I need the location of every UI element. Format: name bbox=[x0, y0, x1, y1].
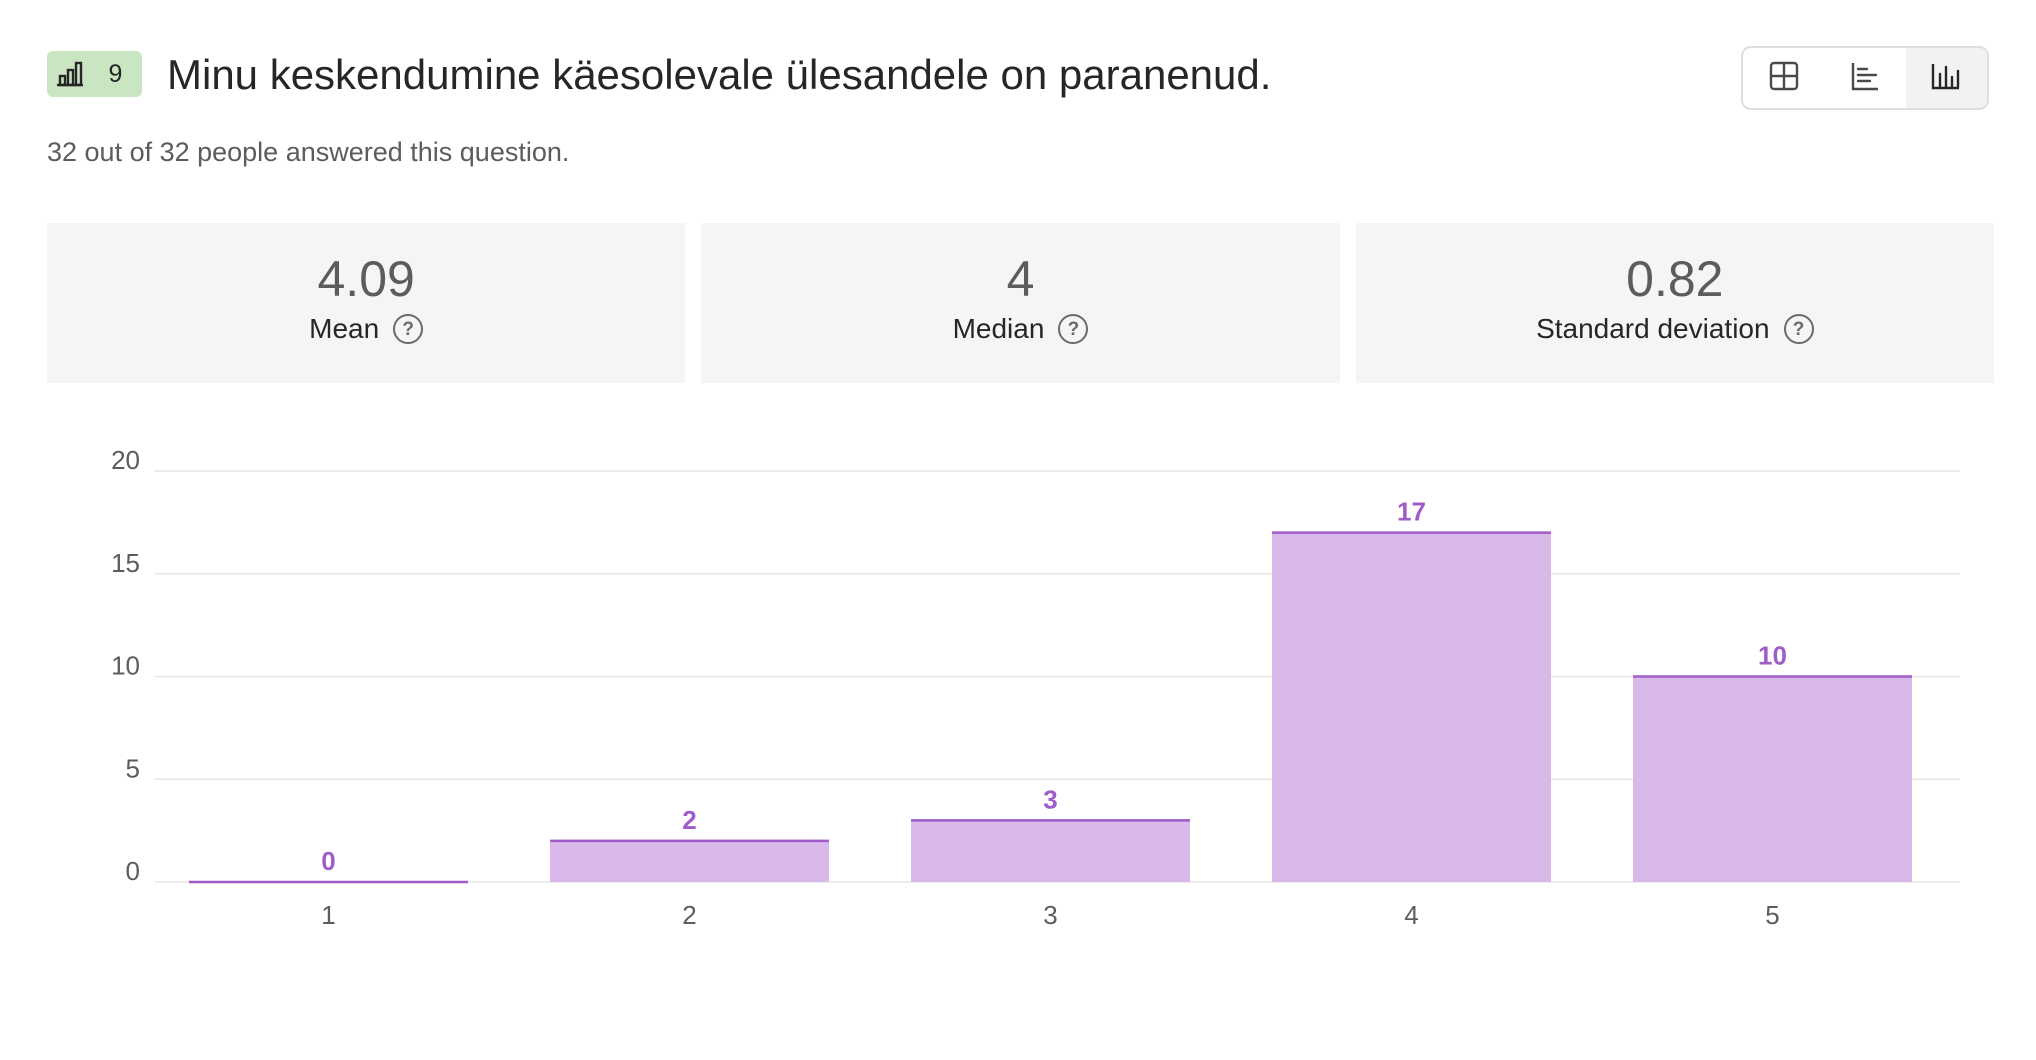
question-header: 9 Minu keskendumine käesolevale ülesande… bbox=[47, 46, 1989, 112]
answered-count-text: 32 out of 32 people answered this questi… bbox=[47, 137, 570, 167]
horizontal-bar-view-button[interactable] bbox=[1824, 48, 1905, 108]
y-tick-label: 0 bbox=[126, 856, 140, 886]
summary-stats: 4.09 Mean ? 4 Median ? 0.82 Standard dev… bbox=[47, 223, 1994, 383]
std-label: Standard deviation bbox=[1536, 313, 1770, 344]
y-tick-label: 20 bbox=[111, 445, 140, 475]
data-label: 17 bbox=[1397, 497, 1426, 527]
mean-label: Mean bbox=[309, 313, 380, 344]
data-label: 2 bbox=[682, 805, 696, 835]
x-tick-label: 4 bbox=[1404, 900, 1418, 930]
median-value: 4 bbox=[1006, 251, 1035, 307]
std-help-icon[interactable]: ? bbox=[1783, 314, 1814, 344]
bar-chart: 0 5 10 15 20 0 1 2 2 3 3 17 4 10 5 bbox=[111, 445, 1960, 930]
x-tick-label: 3 bbox=[1043, 900, 1057, 930]
mean-label-row: Mean ? bbox=[309, 312, 424, 346]
std-value: 0.82 bbox=[1626, 251, 1724, 307]
question-number-badge: 9 bbox=[47, 51, 142, 97]
median-card: 4 Median ? bbox=[701, 223, 1340, 383]
y-tick-label: 15 bbox=[111, 548, 140, 578]
bar bbox=[550, 840, 829, 882]
bar-chart-icon bbox=[47, 51, 93, 97]
view-switcher bbox=[1741, 46, 1989, 110]
vertical-bar-view-button[interactable] bbox=[1905, 48, 1987, 108]
x-tick-label: 2 bbox=[682, 900, 696, 930]
y-tick-label: 10 bbox=[111, 651, 140, 681]
vertical-bar-chart-icon bbox=[1930, 60, 1962, 97]
question-title: Minu keskendumine käesolevale ülesandele… bbox=[167, 51, 1272, 98]
table-icon bbox=[1768, 60, 1800, 97]
median-help-icon[interactable]: ? bbox=[1058, 314, 1089, 344]
data-label: 0 bbox=[321, 846, 335, 876]
bar bbox=[911, 820, 1190, 882]
mean-card: 4.09 Mean ? bbox=[47, 223, 686, 383]
mean-help-icon[interactable]: ? bbox=[393, 314, 424, 344]
std-label-row: Standard deviation ? bbox=[1536, 312, 1814, 346]
median-label: Median bbox=[952, 313, 1045, 344]
question-number: 9 bbox=[108, 59, 123, 88]
bar bbox=[1633, 676, 1912, 882]
data-label: 3 bbox=[1043, 784, 1057, 814]
y-tick-label: 5 bbox=[126, 753, 140, 783]
mean-value: 4.09 bbox=[317, 251, 415, 307]
std-card: 0.82 Standard deviation ? bbox=[1355, 223, 1994, 383]
x-tick-label: 1 bbox=[321, 900, 335, 930]
data-label: 10 bbox=[1758, 641, 1787, 671]
bar bbox=[1272, 532, 1551, 882]
table-view-button[interactable] bbox=[1743, 48, 1824, 108]
x-tick-label: 5 bbox=[1765, 900, 1779, 930]
median-label-row: Median ? bbox=[953, 312, 1089, 346]
horizontal-bar-chart-icon bbox=[1849, 60, 1881, 97]
